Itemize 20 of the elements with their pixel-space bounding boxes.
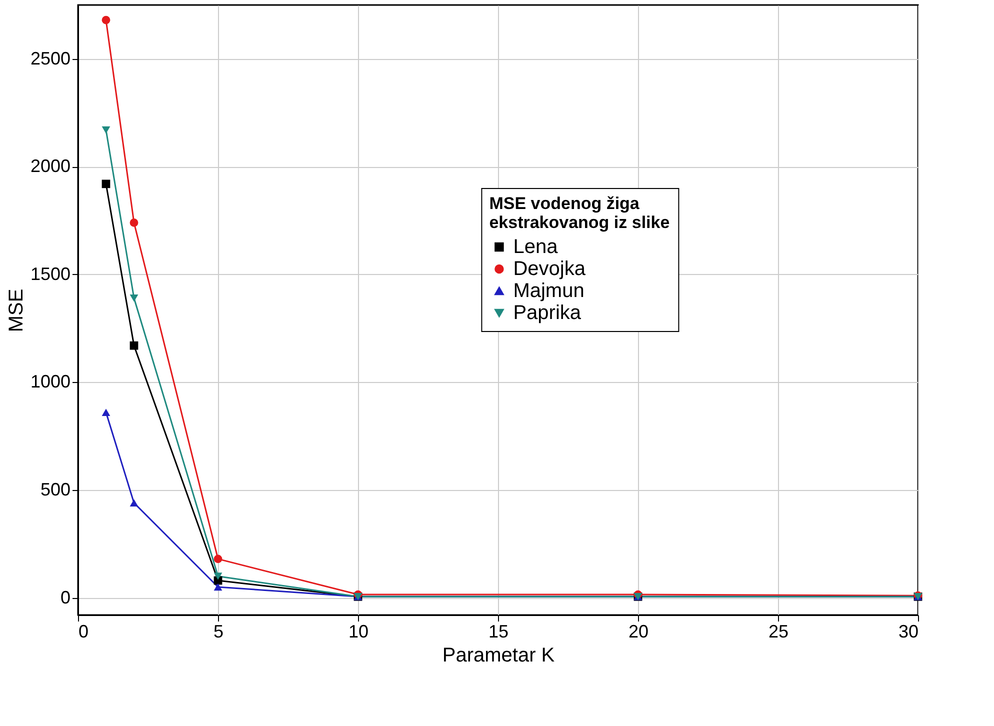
x-tick-label: 5 bbox=[213, 622, 224, 642]
x-axis-title: Parametar K bbox=[442, 644, 556, 666]
y-tick-label: 1500 bbox=[30, 264, 70, 284]
y-tick-label: 2500 bbox=[30, 48, 70, 68]
legend-title: MSE vodenog žiga ekstrakovanog iz slike bbox=[489, 194, 670, 232]
legend-label: Paprika bbox=[513, 302, 582, 324]
legend-label: Majmun bbox=[513, 280, 584, 302]
x-tick-label: 30 bbox=[898, 622, 918, 642]
legend-label: Lena bbox=[513, 236, 559, 258]
legend-label: Devojka bbox=[513, 258, 586, 280]
x-tick-label: 25 bbox=[768, 622, 789, 642]
y-tick-label: 500 bbox=[40, 479, 70, 500]
x-tick-label: 0 bbox=[78, 622, 89, 642]
x-tick-label: 20 bbox=[628, 622, 649, 642]
y-tick-label: 2000 bbox=[30, 156, 70, 176]
x-tick-label: 15 bbox=[488, 622, 509, 642]
y-tick-label: 0 bbox=[60, 587, 70, 608]
y-tick-label: 1000 bbox=[30, 372, 70, 392]
x-tick-label: 10 bbox=[348, 622, 369, 642]
y-axis-title: MSE bbox=[5, 288, 28, 332]
